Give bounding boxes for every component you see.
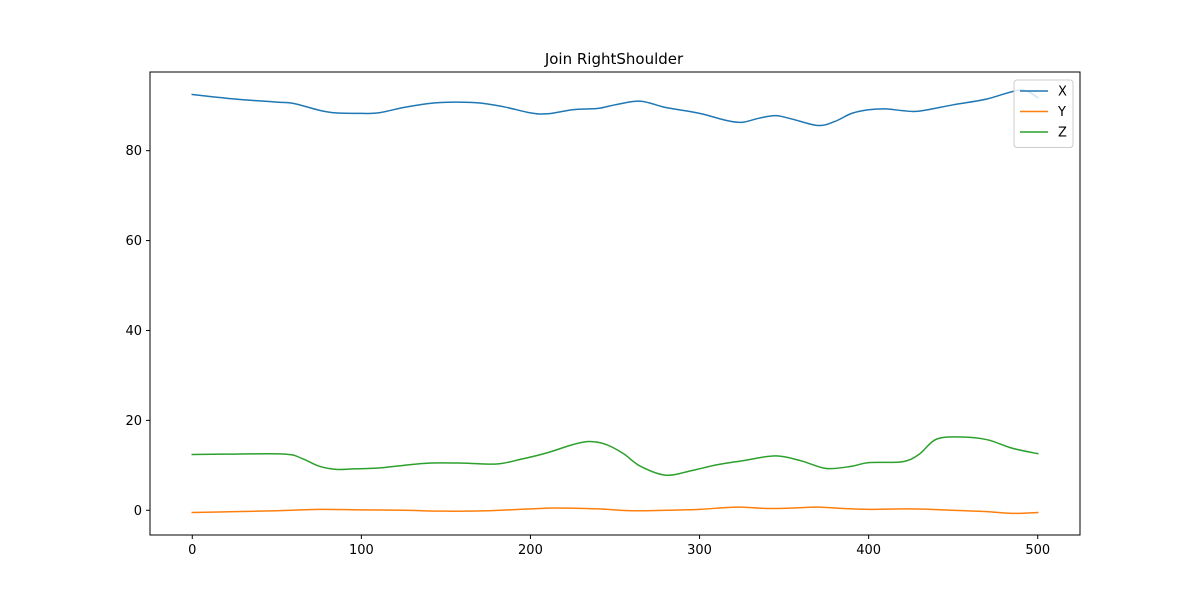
y-tick-label: 20 [125,414,142,429]
y-tick-label: 0 [134,504,142,519]
x-tick-label: 400 [856,543,881,558]
y-tick-label: 80 [125,144,142,159]
x-tick-label: 300 [687,543,712,558]
legend-box [1013,79,1074,148]
x-tick-label: 200 [518,543,543,558]
plot-frame [149,71,1081,536]
series-line-y [191,506,1039,515]
legend-label-z: Z [1058,126,1067,141]
series-line-x [191,89,1039,127]
x-tick-label: 0 [188,543,196,558]
y-axis: 0 20 40 60 80 [125,144,150,519]
plot-area [149,71,1081,536]
x-tick-label: 100 [349,543,374,558]
legend-label-y: Y [1057,105,1066,120]
y-tick-label: 60 [125,234,142,249]
legend: XYZ [1013,79,1074,148]
x-tick-label: 500 [1025,543,1050,558]
x-axis: 0 100 200 300 400 500 [188,535,1050,558]
series-group [191,89,1039,515]
y-tick-label: 40 [125,324,142,339]
series-line-z [191,436,1039,477]
legend-label-x: X [1058,85,1067,100]
chart-title: Join RightShoulder [544,50,684,68]
